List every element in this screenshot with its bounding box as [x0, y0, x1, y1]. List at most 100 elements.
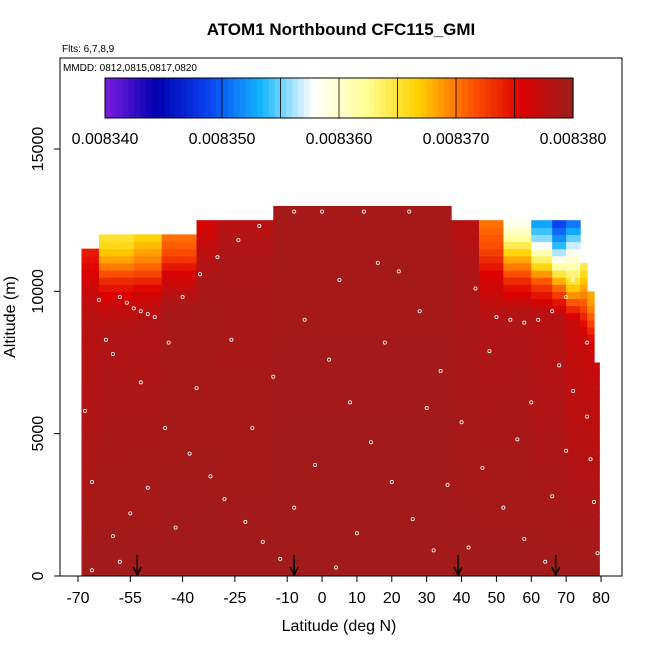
x-tick-label: 60	[522, 590, 540, 607]
sample-point	[571, 388, 576, 393]
colorbar-segment	[438, 78, 445, 118]
heatmap-cell	[98, 426, 135, 435]
heatmap-cell	[531, 298, 553, 307]
heatmap-cell	[552, 227, 567, 235]
colorbar-segment	[257, 78, 264, 118]
heatmap-cell	[566, 533, 581, 542]
colorbar-segment	[280, 78, 287, 118]
x-tick-label: 80	[592, 590, 610, 607]
colorbar-segment	[151, 78, 159, 118]
heatmap-cell	[552, 440, 567, 449]
heatmap-cell	[273, 540, 452, 549]
heatmap-cell	[451, 526, 480, 534]
sample-point	[222, 497, 227, 502]
heatmap-cell	[503, 533, 532, 542]
heatmap-cell	[580, 419, 588, 428]
heatmap-cell	[98, 248, 135, 257]
heatmap-cell	[451, 426, 480, 435]
heatmap-cell	[133, 412, 163, 421]
heatmap-cell	[566, 255, 581, 264]
colorbar-segment	[549, 78, 557, 118]
heatmap-cell	[196, 312, 219, 321]
heatmap-cell	[133, 262, 163, 271]
heatmap-cell	[552, 533, 567, 542]
heatmap-cell	[217, 348, 274, 356]
colorbar-segment	[216, 78, 223, 118]
heatmap-cell	[133, 526, 163, 534]
heatmap-cell	[478, 433, 504, 442]
heatmap-cell	[531, 269, 553, 278]
heatmap-cell	[161, 433, 198, 442]
heatmap-cell	[478, 220, 504, 228]
heatmap-cell	[566, 419, 581, 428]
sample-point	[347, 400, 352, 405]
heatmap-cell	[478, 341, 504, 349]
sample-point	[124, 300, 129, 305]
heatmap-cell	[478, 291, 504, 300]
sample-point	[445, 482, 450, 487]
heatmap-cell	[594, 376, 600, 385]
heatmap-cell	[161, 469, 198, 477]
heatmap-cell	[196, 511, 219, 520]
heatmap-cell	[587, 334, 595, 342]
heatmap-cell	[273, 241, 452, 250]
heatmap-cell	[531, 284, 553, 292]
heatmap-cell	[580, 334, 588, 342]
heatmap-cell	[478, 561, 504, 570]
heatmap-cell	[531, 220, 553, 228]
heatmap-cell	[451, 291, 480, 300]
heatmap-cell	[273, 390, 452, 399]
sample-point	[396, 269, 401, 274]
heatmap-cell	[98, 319, 135, 328]
sample-point	[278, 556, 283, 561]
heatmap-cell	[580, 440, 588, 449]
heatmap-cell	[587, 348, 595, 356]
colorbar-segment	[350, 78, 358, 118]
heatmap-cell	[478, 334, 504, 342]
heatmap-cell	[81, 277, 100, 285]
heatmap-cell	[161, 269, 198, 278]
heatmap-cell	[580, 426, 588, 435]
heatmap-cell	[531, 412, 553, 421]
x-tick-label: 40	[453, 590, 471, 607]
colorbar-segment	[163, 78, 170, 118]
sample-point	[271, 374, 276, 379]
heatmap-cell	[161, 526, 198, 534]
heatmap-cell	[273, 483, 452, 492]
flight-markers	[132, 555, 561, 577]
heatmap-cell	[217, 269, 274, 278]
heatmap-cell	[196, 412, 219, 421]
sample-point	[354, 531, 359, 536]
heatmap-cell	[133, 277, 163, 285]
sample-point	[194, 386, 199, 391]
heatmap-cell	[81, 540, 100, 549]
heatmap-cell	[196, 533, 219, 542]
heatmap-cell	[81, 519, 100, 527]
heatmap-cell	[161, 462, 198, 470]
heatmap-cell	[552, 462, 567, 470]
heatmap-cell	[217, 305, 274, 314]
heatmap-cell	[81, 383, 100, 392]
heatmap-cell	[566, 511, 581, 520]
x-tick-label: -70	[66, 590, 89, 607]
heatmap-cell	[133, 291, 163, 300]
sample-point	[410, 517, 415, 522]
colorbar-segment	[145, 78, 153, 118]
sample-point	[581, 232, 586, 237]
heatmap-cell	[451, 469, 480, 477]
colorbar-segment	[491, 78, 498, 118]
colorbar-segment	[508, 78, 516, 118]
heatmap-cell	[98, 412, 135, 421]
sample-point	[368, 440, 373, 445]
sample-point	[187, 451, 192, 456]
heatmap-cell	[478, 248, 504, 257]
heatmap-cell	[594, 469, 600, 477]
heatmap-cell	[531, 291, 553, 300]
heatmap-cell	[478, 362, 504, 371]
heatmap-cell	[196, 319, 219, 328]
sample-point	[424, 406, 429, 411]
heatmap-cell	[161, 412, 198, 421]
heatmap-cell	[580, 533, 588, 542]
heatmap-cell	[196, 490, 219, 499]
